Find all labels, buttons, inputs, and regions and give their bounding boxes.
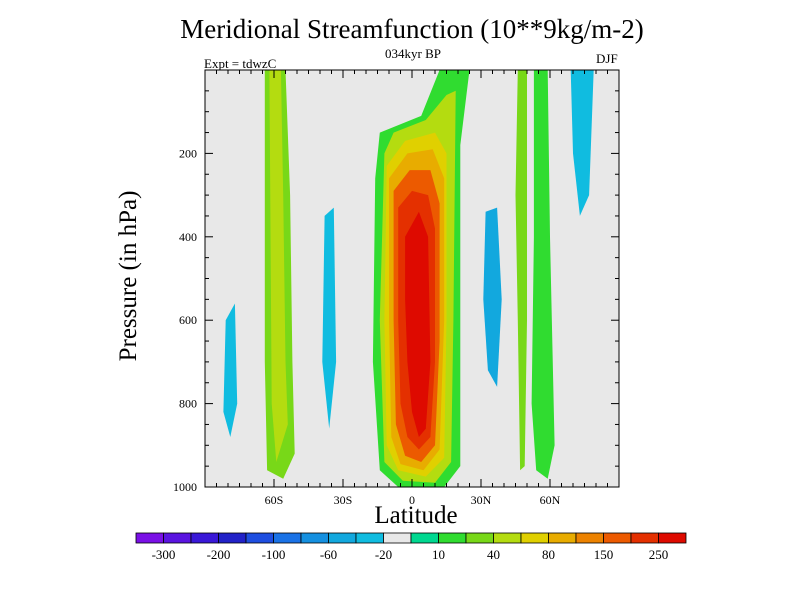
colorbar-label: 80 <box>542 547 555 562</box>
colorbar-label: 250 <box>649 547 669 562</box>
colorbar-label: -200 <box>207 547 231 562</box>
colorbar-swatch <box>658 532 687 544</box>
colorbar-swatch <box>438 532 467 544</box>
colorbar-swatch <box>383 532 412 544</box>
x-tick-label: 0 <box>409 493 415 507</box>
colorbar-swatch <box>630 532 659 544</box>
colorbar-label: -100 <box>262 547 286 562</box>
positive-cell-57n <box>531 70 555 479</box>
season-label: DJF <box>596 51 618 66</box>
negative-cell-75n-core <box>570 70 594 216</box>
experiment-label: Expt = tdwzC <box>204 56 277 71</box>
hadley-300 <box>416 228 429 412</box>
x-tick-label: 60N <box>540 493 561 507</box>
colorbar-swatch <box>135 532 164 544</box>
negative-cell-38n-core <box>483 207 502 387</box>
colorbar-swatch <box>410 532 439 544</box>
chart-subtitle: 034kyr BP <box>385 46 441 61</box>
colorbar-label: 40 <box>487 547 500 562</box>
positive-cell-58s-inner <box>269 70 288 462</box>
negative-cell-42s <box>294 70 334 483</box>
x-tick-label: 30N <box>471 493 492 507</box>
x-tick-label: 60S <box>265 493 284 507</box>
colorbar-swatch <box>163 532 192 544</box>
colorbar-swatch <box>190 532 219 544</box>
chart-title: Meridional Streamfunction (10**9kg/m-2) <box>180 14 644 44</box>
colorbar-swatch <box>548 532 577 544</box>
colorbar-swatch <box>328 532 357 544</box>
axis-ticks: 60S 30S 0 30N 60N 200 400 600 800 1000 <box>173 70 619 507</box>
colorbar-label: -300 <box>152 547 176 562</box>
colorbar-swatch <box>575 532 604 544</box>
colorbar-label: 150 <box>594 547 614 562</box>
x-tick-label: 30S <box>334 493 353 507</box>
colorbar: -300 -200 -100 -60 -20 10 40 80 150 250 <box>135 532 687 562</box>
negative-cell-42s-core <box>322 207 337 429</box>
colorbar-swatch <box>245 532 274 544</box>
colorbar-swatch <box>218 532 247 544</box>
colorbar-swatch <box>603 532 632 544</box>
negative-cell-88s <box>205 174 210 371</box>
colorbar-label: -20 <box>375 547 392 562</box>
contour-field <box>205 70 608 487</box>
y-tick-label: 800 <box>179 397 197 411</box>
negative-cell-high <box>405 70 410 110</box>
y-tick-label: 200 <box>179 146 197 160</box>
colorbar-swatch <box>493 532 522 544</box>
colorbar-label: -60 <box>320 547 337 562</box>
y-tick-label: 600 <box>179 313 197 327</box>
y-tick-label: 400 <box>179 230 197 244</box>
colorbar-swatch <box>355 532 384 544</box>
y-tick-label: 1000 <box>173 480 197 494</box>
x-axis-label: Latitude <box>374 502 458 529</box>
positive-cell-52n <box>515 70 527 471</box>
colorbar-swatch <box>465 532 494 544</box>
colorbar-swatch <box>520 532 549 544</box>
colorbar-swatch <box>273 532 302 544</box>
colorbar-label: 10 <box>432 547 445 562</box>
negative-cell-77s-core <box>223 303 238 437</box>
colorbar-swatch <box>300 532 329 544</box>
